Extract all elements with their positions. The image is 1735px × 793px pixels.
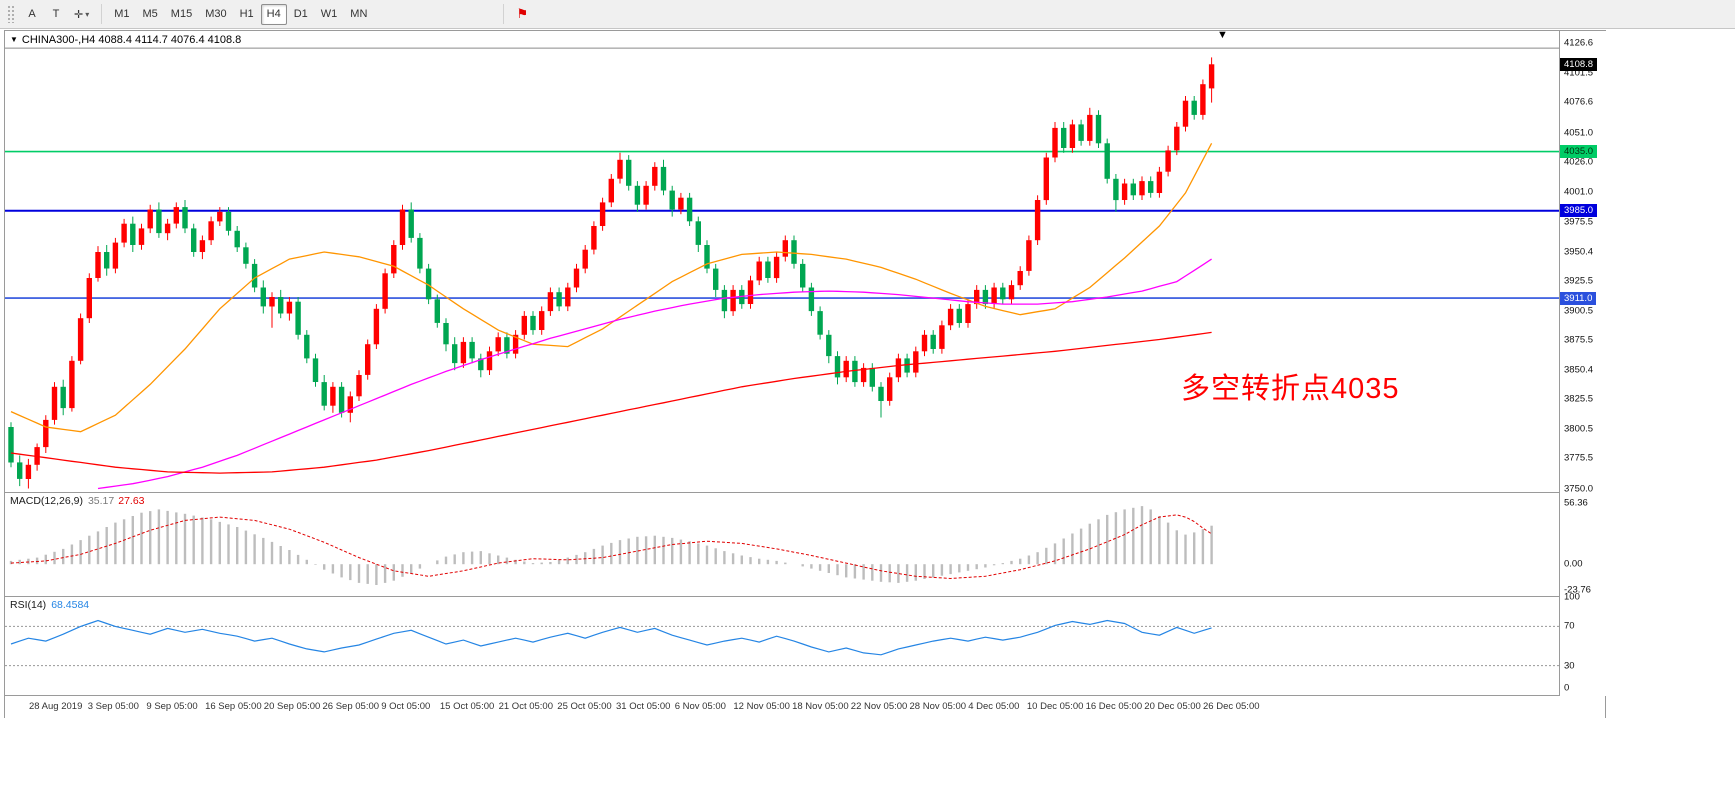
toolbar-drag-handle [7,5,16,23]
rsi-pane[interactable]: RSI(14) 68.4584 [5,597,1559,695]
axis-tick-label: 30 [1564,660,1575,672]
axis-tick-label: 3900.5 [1564,305,1594,317]
rsi-value: 68.4584 [51,599,90,611]
time-axis-label: 9 Sep 05:00 [146,701,198,712]
macd-plot[interactable] [5,493,1559,596]
axis-tick-label: 4101.5 [1564,67,1594,79]
time-axis-label: 12 Nov 05:00 [733,701,790,712]
time-axis-label: 10 Dec 05:00 [1026,701,1084,712]
axis-tick-label: 3975.5 [1564,216,1594,228]
time-axis-label: 3 Sep 05:00 [87,701,139,712]
time-axis-label: 25 Oct 05:00 [557,701,612,712]
timeframe-D1-button[interactable]: D1 [288,4,314,25]
axis-tick-label: 3825.5 [1564,393,1594,405]
axis-tick-label: 3925.5 [1564,275,1594,287]
axis-tick-label: 3775.5 [1564,452,1594,464]
time-axis-label: 15 Oct 05:00 [439,701,495,712]
price-marker-badge: 4035.0 [1560,145,1598,159]
timeframe-MN-button[interactable]: MN [344,4,373,25]
axis-tick-label: 70 [1564,620,1575,632]
timeframe-M30-button[interactable]: M30 [199,4,232,25]
time-axis-label: 28 Nov 05:00 [909,701,967,712]
timeframe-W1-button[interactable]: W1 [315,4,344,25]
time-axis-label: 16 Dec 05:00 [1085,701,1143,712]
time-axis-label: 21 Oct 05:00 [498,701,553,712]
chart-ohlc-text: CHINA300-,H4 4088.4 4114.7 4076.4 4108.8 [21,34,242,46]
axis-tick-label: 3950.4 [1564,246,1594,258]
macd-value-main: 35.17 [87,495,115,507]
time-axis-label: 26 Dec 05:00 [1203,701,1260,712]
axis-tick-label: -23.76 [1564,584,1591,596]
timeframe-M15-button[interactable]: M15 [165,4,198,25]
flag-icon: ⚑ [516,6,529,21]
price-marker-badge: 3911.0 [1560,291,1597,305]
time-axis-label: 6 Nov 05:00 [674,701,726,712]
macd-name: MACD(12,26,9) [10,495,83,507]
axis-tick-label: 4001.0 [1564,186,1594,198]
time-axis[interactable]: 28 Aug 2019 3 Sep 05:00 9 Sep 05:00 16 Sep … [5,696,1605,718]
axis-tick-label: 4076.6 [1564,96,1594,108]
time-axis-label: 22 Nov 05:00 [850,701,908,712]
time-axis-label: 31 Oct 05:00 [616,701,671,712]
axis-tick-label: 3850.4 [1564,364,1594,376]
macd-label: MACD(12,26,9) 35.17 27.63 [10,495,145,507]
axis-tick-label: 3800.5 [1564,423,1594,435]
rsi-name: RSI(14) [10,599,47,611]
crosshair-tool-button[interactable]: ✛ ▾ [68,4,95,25]
top-toolbar: A T ✛ ▾ M1 M5 M15 M30 H1 H4 D1 W1 MN ⚑ [0,0,1735,29]
time-axis-label: 4 Dec 05:00 [968,701,1020,712]
time-axis-label: 9 Oct 05:00 [381,701,431,712]
price-pane[interactable]: ▼ CHINA300-,H4 4088.4 4114.7 4076.4 4108.… [5,31,1559,492]
chart-annotation-text: 多空转折点4035 [1181,373,1400,405]
macd-pane[interactable]: MACD(12,26,9) 35.17 27.63 [5,493,1559,596]
price-marker-badge: 4108.8 [1560,57,1598,71]
timeframe-H4-button[interactable]: H4 [260,3,287,25]
axis-tick-label: 4126.6 [1564,37,1594,49]
axis-tick-label: 3875.5 [1564,334,1594,346]
axis-tick-label: 3750.0 [1564,483,1594,494]
time-axis-label: 16 Sep 05:00 [205,701,262,712]
time-axis-label: 18 Nov 05:00 [792,701,849,712]
timeframe-group: M1 M5 M15 M30 H1 H4 D1 W1 MN [108,3,373,25]
pane-separator[interactable] [5,492,1605,493]
chart-shift-marker-icon[interactable]: ▼ [1217,31,1228,41]
macd-value-signal: 27.63 [118,495,145,507]
timeframe-H1-button[interactable]: H1 [234,4,260,25]
pane-separator[interactable] [5,596,1605,597]
time-axis-label: 20 Dec 05:00 [1144,701,1201,712]
timeframe-M1-button[interactable]: M1 [108,4,135,25]
chart-window: ▼ CHINA300-,H4 4088.4 4114.7 4076.4 4108.… [4,30,1606,718]
toolbar-separator [503,4,505,24]
axis-tick-label: 4026.0 [1564,156,1594,168]
symbol-dropdown-icon[interactable]: ▼ [10,35,18,44]
rsi-plot[interactable] [5,597,1559,695]
annotation-tool-button[interactable]: A [20,4,44,25]
axis-tick-label: 4051.0 [1564,127,1594,139]
time-axis-label: 26 Sep 05:00 [322,701,380,712]
timeframe-M5-button[interactable]: M5 [137,4,164,25]
price-scale[interactable]: 4126.6 4101.5 4076.6 4051.0 4026.0 4001.0 3975… [1559,31,1606,696]
time-axis-label: 28 Aug 2019 [29,701,83,712]
candlestick-chart[interactable] [5,31,1559,492]
rsi-label: RSI(14) 68.4584 [10,599,89,611]
axis-tick-label: 0.00 [1564,558,1583,570]
text-tool-button[interactable]: T [44,4,68,25]
toolbar-separator [101,4,103,24]
pane-separator [5,695,1605,696]
crosshair-icon: ✛ [74,8,84,21]
axis-tick-label: 100 [1564,591,1580,603]
flag-indicator-button[interactable]: ⚑ [510,4,534,25]
chevron-down-icon: ▾ [85,9,90,19]
price-marker-badge: 3985.0 [1560,204,1598,218]
chart-header: ▼ CHINA300-,H4 4088.4 4114.7 4076.4 4108.… [10,34,241,46]
time-axis-label: 20 Sep 05:00 [263,701,321,712]
axis-tick-label: 56.36 [1564,497,1588,508]
axis-tick-label: 0 [1564,682,1570,694]
